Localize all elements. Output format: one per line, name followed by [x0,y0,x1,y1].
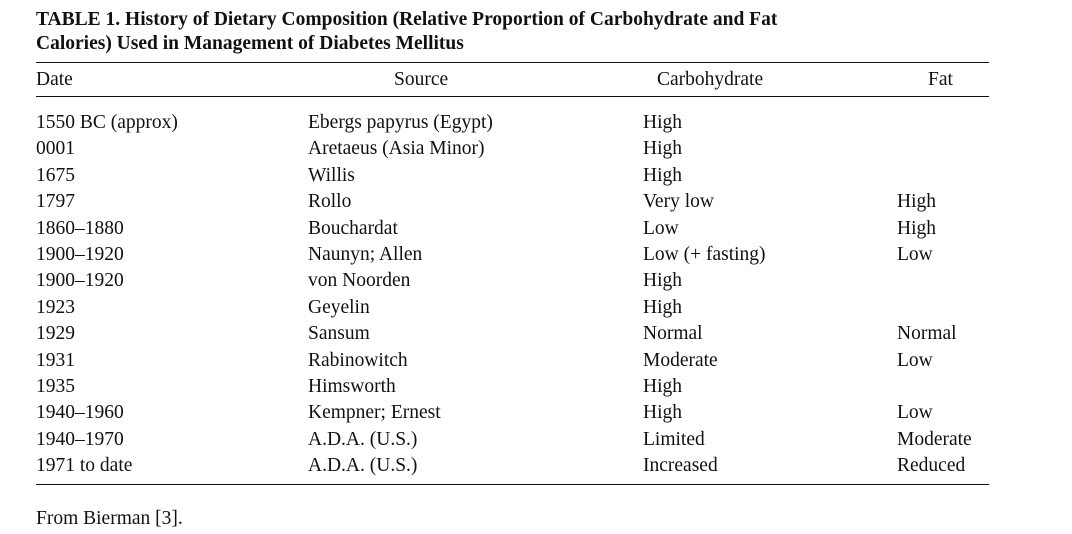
cell-source: A.D.A. (U.S.) [308,455,418,477]
table-row: 1935 Himsworth High [36,374,989,400]
cell-date: 1900–1920 [36,270,124,292]
cell-fat: High [897,217,936,239]
cell-date: 1860–1880 [36,217,124,239]
table-row: 1931 Rabinowitch Moderate Low [36,348,989,374]
top-rule [36,62,989,63]
cell-fat: Low [897,402,933,424]
table-header-row: Date Source Carbohydrate Fat [36,63,989,96]
cell-carbohydrate: Very low [643,191,714,213]
table-body: 1550 BC (approx) Ebergs papyrus (Egypt) Hi… [36,97,989,482]
cell-source: Kempner; Ernest [308,402,441,424]
cell-carbohydrate: Normal [643,323,703,345]
header-carbohydrate: Carbohydrate [657,69,764,90]
cell-fat: Low [897,349,933,371]
cell-carbohydrate: High [643,270,682,292]
cell-carbohydrate: Increased [643,455,718,477]
cell-date: 0001 [36,138,75,160]
cell-date: 1931 [36,349,75,371]
table-title-line-2: Calories) Used in Management of Diabetes… [36,33,464,54]
cell-date: 1929 [36,323,75,345]
cell-date: 1797 [36,191,75,213]
table-row: 1797 Rollo Very low High [36,189,989,215]
cell-source: Bouchardat [308,217,398,239]
bottom-rule [36,484,989,486]
cell-source: Aretaeus (Asia Minor) [308,138,485,160]
cell-date: 1935 [36,375,75,397]
table-row: 1860–1880 Bouchardat Low High [36,216,989,242]
cell-source: A.D.A. (U.S.) [308,428,418,450]
cell-date: 1971 to date [36,455,133,477]
cell-source: Rollo [308,191,352,213]
table-row: 0001 Aretaeus (Asia Minor) High [36,136,989,162]
cell-carbohydrate: High [643,138,682,160]
cell-date: 1675 [36,164,75,186]
table-row: 1940–1960 Kempner; Ernest High Low [36,400,989,426]
header-source: Source [394,69,449,90]
cell-carbohydrate: Moderate [643,349,718,371]
cell-date: 1940–1970 [36,428,124,450]
table-footnote: From Bierman [3]. [36,508,183,530]
cell-date: 1940–1960 [36,402,124,424]
table-row: 1550 BC (approx) Ebergs papyrus (Egypt) Hi… [36,110,989,136]
cell-fat: Normal [897,323,957,345]
cell-carbohydrate: Low [643,217,679,239]
header-date: Date [36,69,73,90]
header-fat: Fat [928,69,953,90]
table-row: 1675 Willis High [36,163,989,189]
cell-source: von Noorden [308,270,411,292]
cell-fat: Reduced [897,455,966,477]
cell-source: Geyelin [308,296,370,318]
table-row: 1929 Sansum Normal Normal [36,321,989,347]
table-container: TABLE 1. History of Dietary Composition … [36,8,989,531]
cell-source: Himsworth [308,375,396,397]
table-row: 1900–1920 Naunyn; Allen Low (+ fasting) Low [36,242,989,268]
table-row: 1923 Geyelin High [36,295,989,321]
table-row: 1940–1970 A.D.A. (U.S.) Limited Moderate [36,427,989,453]
cell-source: Sansum [308,323,370,345]
cell-date: 1900–1920 [36,243,124,265]
cell-source: Willis [308,164,355,186]
cell-carbohydrate: High [643,375,682,397]
cell-date: 1923 [36,296,75,318]
header-rule [36,96,989,97]
cell-carbohydrate: Low (+ fasting) [643,243,766,265]
cell-fat: Moderate [897,428,972,450]
cell-carbohydrate: High [643,402,682,424]
table-title-line-1: TABLE 1. History of Dietary Composition … [36,9,778,30]
cell-fat: Low [897,243,933,265]
cell-carbohydrate: Limited [643,428,705,450]
cell-carbohydrate: High [643,296,682,318]
cell-source: Naunyn; Allen [308,243,423,265]
table-row: 1900–1920 von Noorden High [36,268,989,294]
cell-carbohydrate: High [643,164,682,186]
cell-source: Rabinowitch [308,349,408,371]
cell-source: Ebergs papyrus (Egypt) [308,112,493,133]
cell-fat: High [897,191,936,213]
cell-carbohydrate: High [643,112,682,133]
cell-date: 1550 BC (approx) [36,112,178,133]
table-row: 1971 to date A.D.A. (U.S.) Increased Reduce… [36,453,989,479]
